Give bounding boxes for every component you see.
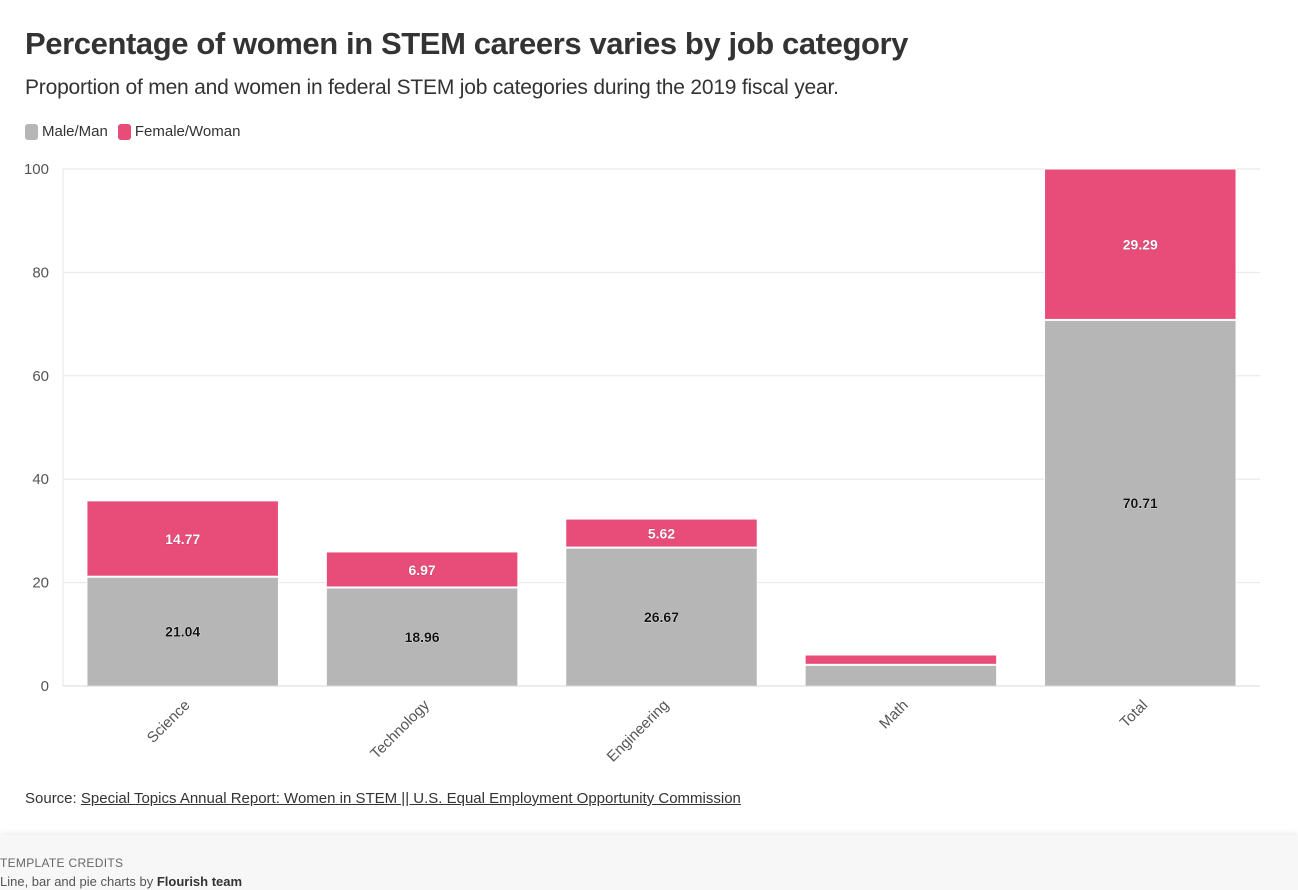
bar-male[interactable] [86,576,279,687]
data-label: 21.04 [165,624,200,640]
bar-male[interactable] [1044,319,1237,687]
chart-plot-area: 0 20 40 60 80 100 21.04 14.77 Science 18.96 6.97 Te… [24,161,1260,766]
bar-female[interactable] [325,551,519,588]
chart-card: Percentage of women in STEM careers vari… [23,26,1260,807]
data-label: 18.96 [405,629,440,645]
legend-swatch-female [117,123,131,140]
y-tick-label: 0 [41,678,49,695]
template-credits-footer: TEMPLATE CREDITS Line, bar and pie chart… [0,835,1298,890]
bar-female[interactable] [1044,168,1237,320]
source-line: Source: Special Topics Annual Report: Wo… [25,790,741,807]
bar-male[interactable] [565,547,758,687]
legend-swatch-male [25,123,38,140]
source-prefix: Source: [25,790,81,807]
legend-label-female: Female/Woman [134,123,241,140]
data-label: 6.97 [408,562,435,578]
data-label: 29.29 [1123,237,1158,253]
data-label: 5.62 [648,526,675,542]
data-label: 14.77 [165,531,200,547]
credits-label: TEMPLATE CREDITS [0,856,124,870]
x-tick-label: Technology [367,696,433,762]
credits-text: Line, bar and pie charts by Flourish tea… [0,874,242,889]
y-tick-label: 80 [32,264,49,281]
legend-label-male: Male/Man [42,123,108,140]
chart-subtitle: Proportion of men and women in federal S… [25,76,839,99]
legend-item-female[interactable]: Female/Woman [117,123,241,140]
bar-male[interactable] [804,664,998,687]
legend: Male/Man Female/Woman [25,123,250,140]
data-label: 26.67 [644,609,679,625]
source-link[interactable]: Special Topics Annual Report: Women in S… [80,790,741,807]
x-tick-label: Engineering [604,697,673,766]
bar-male[interactable] [325,587,519,687]
chart-title: Percentage of women in STEM careers vari… [25,26,909,61]
bar-female[interactable] [565,518,758,548]
x-tick-label: Science [144,697,194,747]
y-tick-label: 100 [24,161,49,178]
bar-female[interactable] [804,654,998,665]
credits-prefix: Line, bar and pie charts by [0,874,157,889]
x-tick-label: Total [1117,697,1151,731]
y-tick-label: 60 [32,368,49,385]
y-tick-label: 40 [32,471,49,488]
data-label: 70.71 [1123,495,1158,511]
legend-item-male[interactable]: Male/Man [25,123,108,140]
credits-author-link[interactable]: Flourish team [156,874,243,889]
bar-female[interactable] [86,500,279,577]
x-tick-label: Math [876,697,912,733]
y-tick-label: 20 [32,575,49,592]
